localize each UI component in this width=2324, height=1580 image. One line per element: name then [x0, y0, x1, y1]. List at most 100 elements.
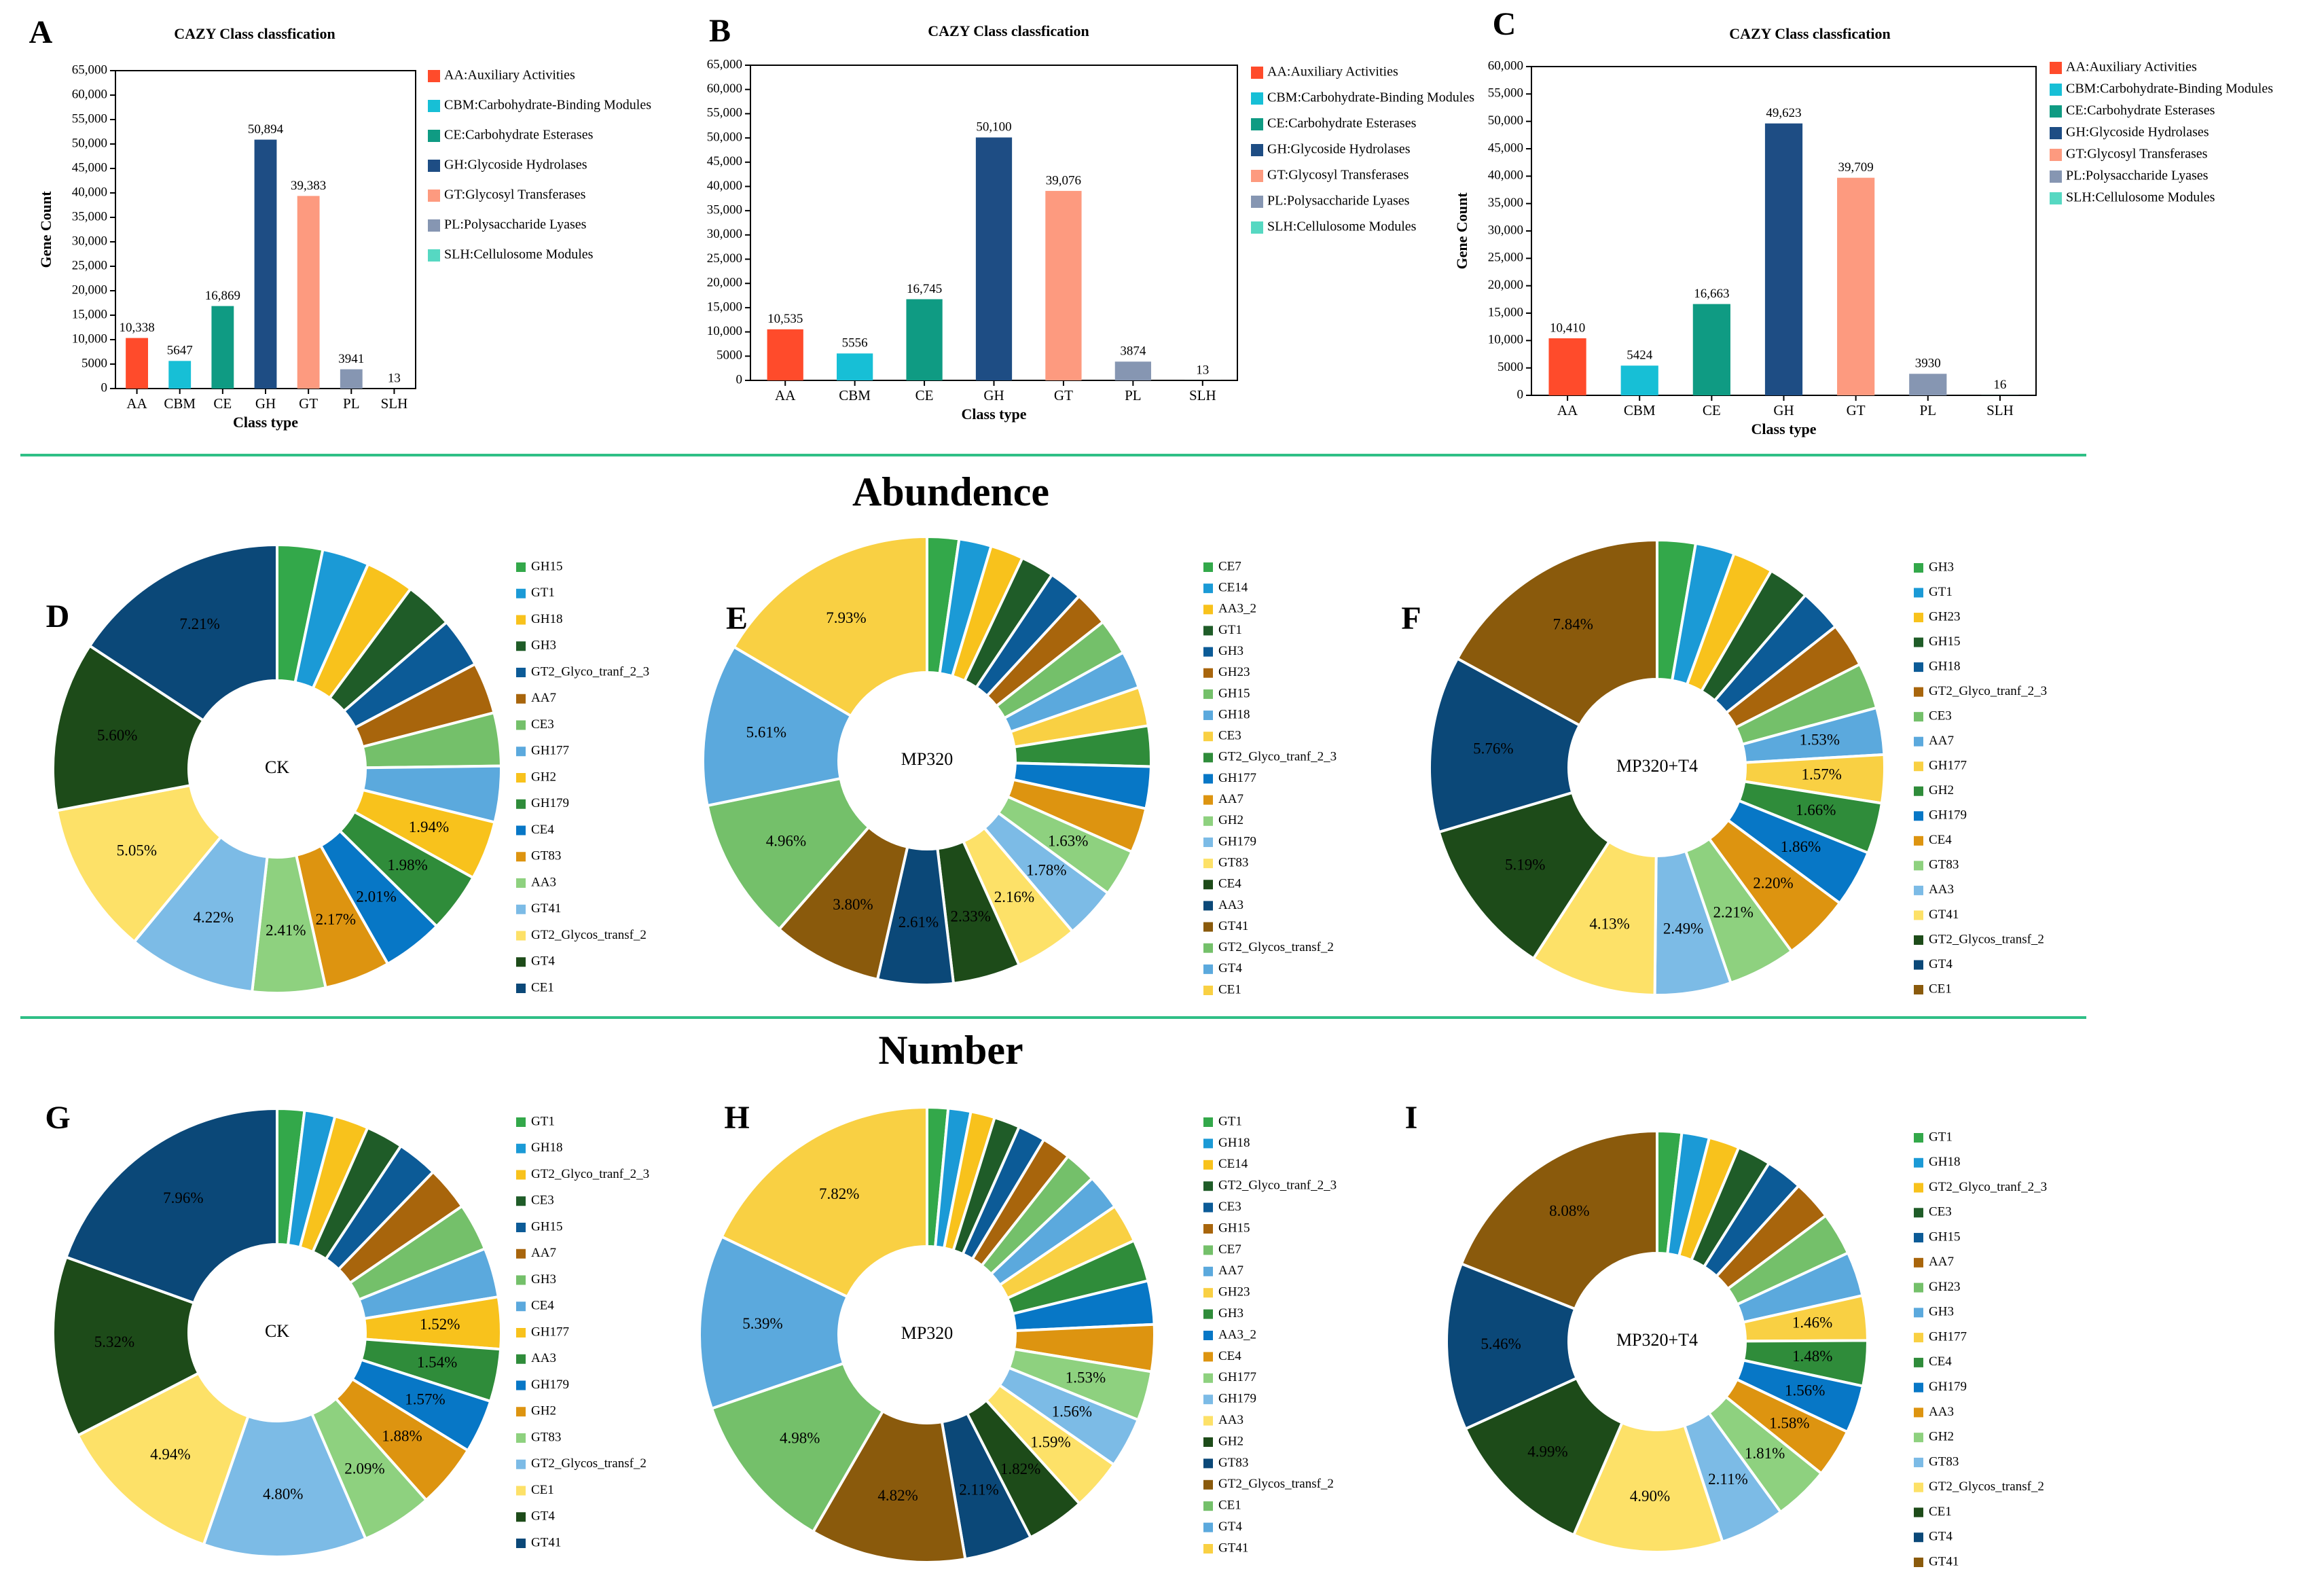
x-tick-label-a: SLH: [381, 395, 408, 412]
y-tick-label-b: 25,000: [707, 251, 742, 266]
panel-letter-h: H: [724, 1100, 749, 1136]
bar-value-label-c: 16,663: [1694, 287, 1729, 301]
legend-label-a: PL:Polysaccharide Lyases: [444, 217, 587, 232]
slice-label-i: 1.56%: [1785, 1382, 1825, 1399]
legend-label-f: GH18: [1929, 659, 1960, 673]
x-tick-label-c: CE: [1703, 402, 1721, 418]
y-tick-label-c: 35,000: [1488, 196, 1523, 210]
legend-label-g: CE1: [531, 1483, 554, 1497]
y-tick-label-b: 50,000: [707, 130, 742, 144]
center-label-d: CK: [265, 757, 289, 777]
legend-swatch-i: [1914, 1282, 1923, 1293]
legend-label-b: PL:Polysaccharide Lyases: [1267, 194, 1410, 209]
legend-label-i: CE1: [1929, 1505, 1952, 1519]
separator-top: [20, 454, 2086, 456]
legend-swatch-d: [516, 562, 526, 572]
legend-swatch-h: [1203, 1331, 1213, 1340]
legend-swatch-i: [1914, 1257, 1923, 1268]
slice-label-f: 5.19%: [1505, 856, 1545, 873]
panel-letter-b: B: [709, 13, 731, 49]
legend-label-e: GT1: [1218, 623, 1242, 637]
legend-swatch-g: [516, 1117, 526, 1127]
legend-label-f: GT2_Glycos_transf_2: [1929, 932, 2044, 946]
legend-label-a: GT:Glycosyl Transferases: [444, 187, 586, 202]
legend-label-f: GT2_Glyco_tranf_2_3: [1929, 684, 2047, 698]
slice-label-g: 1.52%: [420, 1316, 460, 1333]
legend-swatch-e: [1203, 689, 1213, 699]
slice-label-e: 2.33%: [951, 908, 991, 925]
y-tick-label-c: 5000: [1497, 360, 1523, 374]
legend-label-e: GT2_Glycos_transf_2: [1218, 940, 1334, 954]
x-tick-label-c: GH: [1773, 402, 1794, 418]
slice-label-d: 5.05%: [117, 842, 157, 859]
legend-swatch-b: [1251, 118, 1263, 130]
legend-label-f: CE4: [1929, 833, 1952, 847]
legend-swatch-a: [428, 190, 440, 202]
bar-value-label-a: 16,869: [205, 289, 240, 303]
y-tick-label-b: 30,000: [707, 227, 742, 241]
bar-gh-a: [254, 139, 277, 389]
legend-swatch-f: [1914, 662, 1923, 672]
legend-swatch-i: [1914, 1233, 1923, 1243]
legend-label-e: GT2_Glyco_tranf_2_3: [1218, 750, 1337, 764]
legend-label-f: GH2: [1929, 783, 1954, 797]
y-tick-label-b: 45,000: [707, 154, 742, 168]
slice-label-g: 5.32%: [94, 1333, 134, 1350]
bar-gh-c: [1764, 123, 1803, 395]
slice-label-g: 4.94%: [150, 1446, 190, 1463]
legend-label-h: GT83: [1218, 1456, 1248, 1470]
legend-swatch-f: [1914, 712, 1923, 722]
legend-swatch-e: [1203, 647, 1213, 657]
legend-swatch-h: [1203, 1138, 1213, 1149]
legend-label-g: GT4: [531, 1509, 555, 1524]
x-tick-label-b: CBM: [839, 387, 871, 403]
slice-label-f: 2.20%: [1753, 874, 1793, 891]
legend-swatch-h: [1203, 1181, 1213, 1191]
bar-value-label-a: 5647: [167, 344, 193, 358]
legend-swatch-e: [1203, 753, 1213, 763]
y-tick-label-a: 55,000: [72, 111, 107, 126]
slice-label-h: 5.39%: [742, 1315, 782, 1332]
slice-label-f: 1.66%: [1796, 802, 1836, 819]
bar-cbm-c: [1620, 365, 1658, 395]
slice-ce1-f: [1455, 538, 1658, 728]
x-tick-label-a: AA: [126, 395, 147, 412]
y-tick-label-a: 30,000: [72, 234, 107, 248]
legend-label-i: GT41: [1929, 1554, 1959, 1568]
slice-label-e: 4.96%: [766, 833, 806, 850]
legend-label-h: GH3: [1218, 1306, 1243, 1321]
legend-swatch-b: [1251, 221, 1263, 234]
legend-label-i: CE3: [1929, 1205, 1952, 1219]
slice-gt41-f: [1531, 840, 1658, 997]
y-tick-label-b: 15,000: [707, 300, 742, 314]
legend-label-g: GT83: [531, 1430, 561, 1444]
slice-gt41-d: [132, 835, 269, 994]
legend-swatch-b: [1251, 196, 1263, 208]
legend-label-d: GT2_Glycos_transf_2: [531, 928, 647, 942]
bar-value-label-b: 50,100: [976, 120, 1011, 134]
legend-swatch-d: [516, 588, 526, 598]
slice-label-g: 7.96%: [163, 1189, 203, 1206]
legend-swatch-d: [516, 931, 526, 941]
y-tick-label-a: 45,000: [72, 160, 107, 175]
slice-gt2-glycos-transf-2-g: [202, 1412, 367, 1558]
slice-label-d: 1.98%: [387, 857, 427, 874]
legend-swatch-g: [516, 1196, 526, 1206]
legend-swatch-c: [2050, 170, 2062, 183]
bar-value-label-a: 3941: [338, 352, 364, 366]
legend-label-b: AA:Auxiliary Activities: [1267, 65, 1398, 79]
legend-label-e: GH179: [1218, 834, 1256, 848]
slice-label-d: 7.21%: [179, 615, 219, 632]
slice-gt4-i: [1445, 1261, 1579, 1431]
legend-swatch-g: [516, 1407, 526, 1417]
legend-label-e: GH3: [1218, 644, 1243, 658]
legend-swatch-i: [1914, 1382, 1923, 1393]
legend-label-f: GH177: [1929, 759, 1967, 773]
slice-label-d: 2.01%: [356, 888, 396, 905]
legend-swatch-g: [516, 1328, 526, 1337]
x-axis-label-b: Class type: [962, 406, 1027, 423]
legend-swatch-e: [1203, 562, 1213, 572]
x-tick-label-b: PL: [1125, 387, 1142, 403]
bar-gt-b: [1045, 191, 1082, 380]
